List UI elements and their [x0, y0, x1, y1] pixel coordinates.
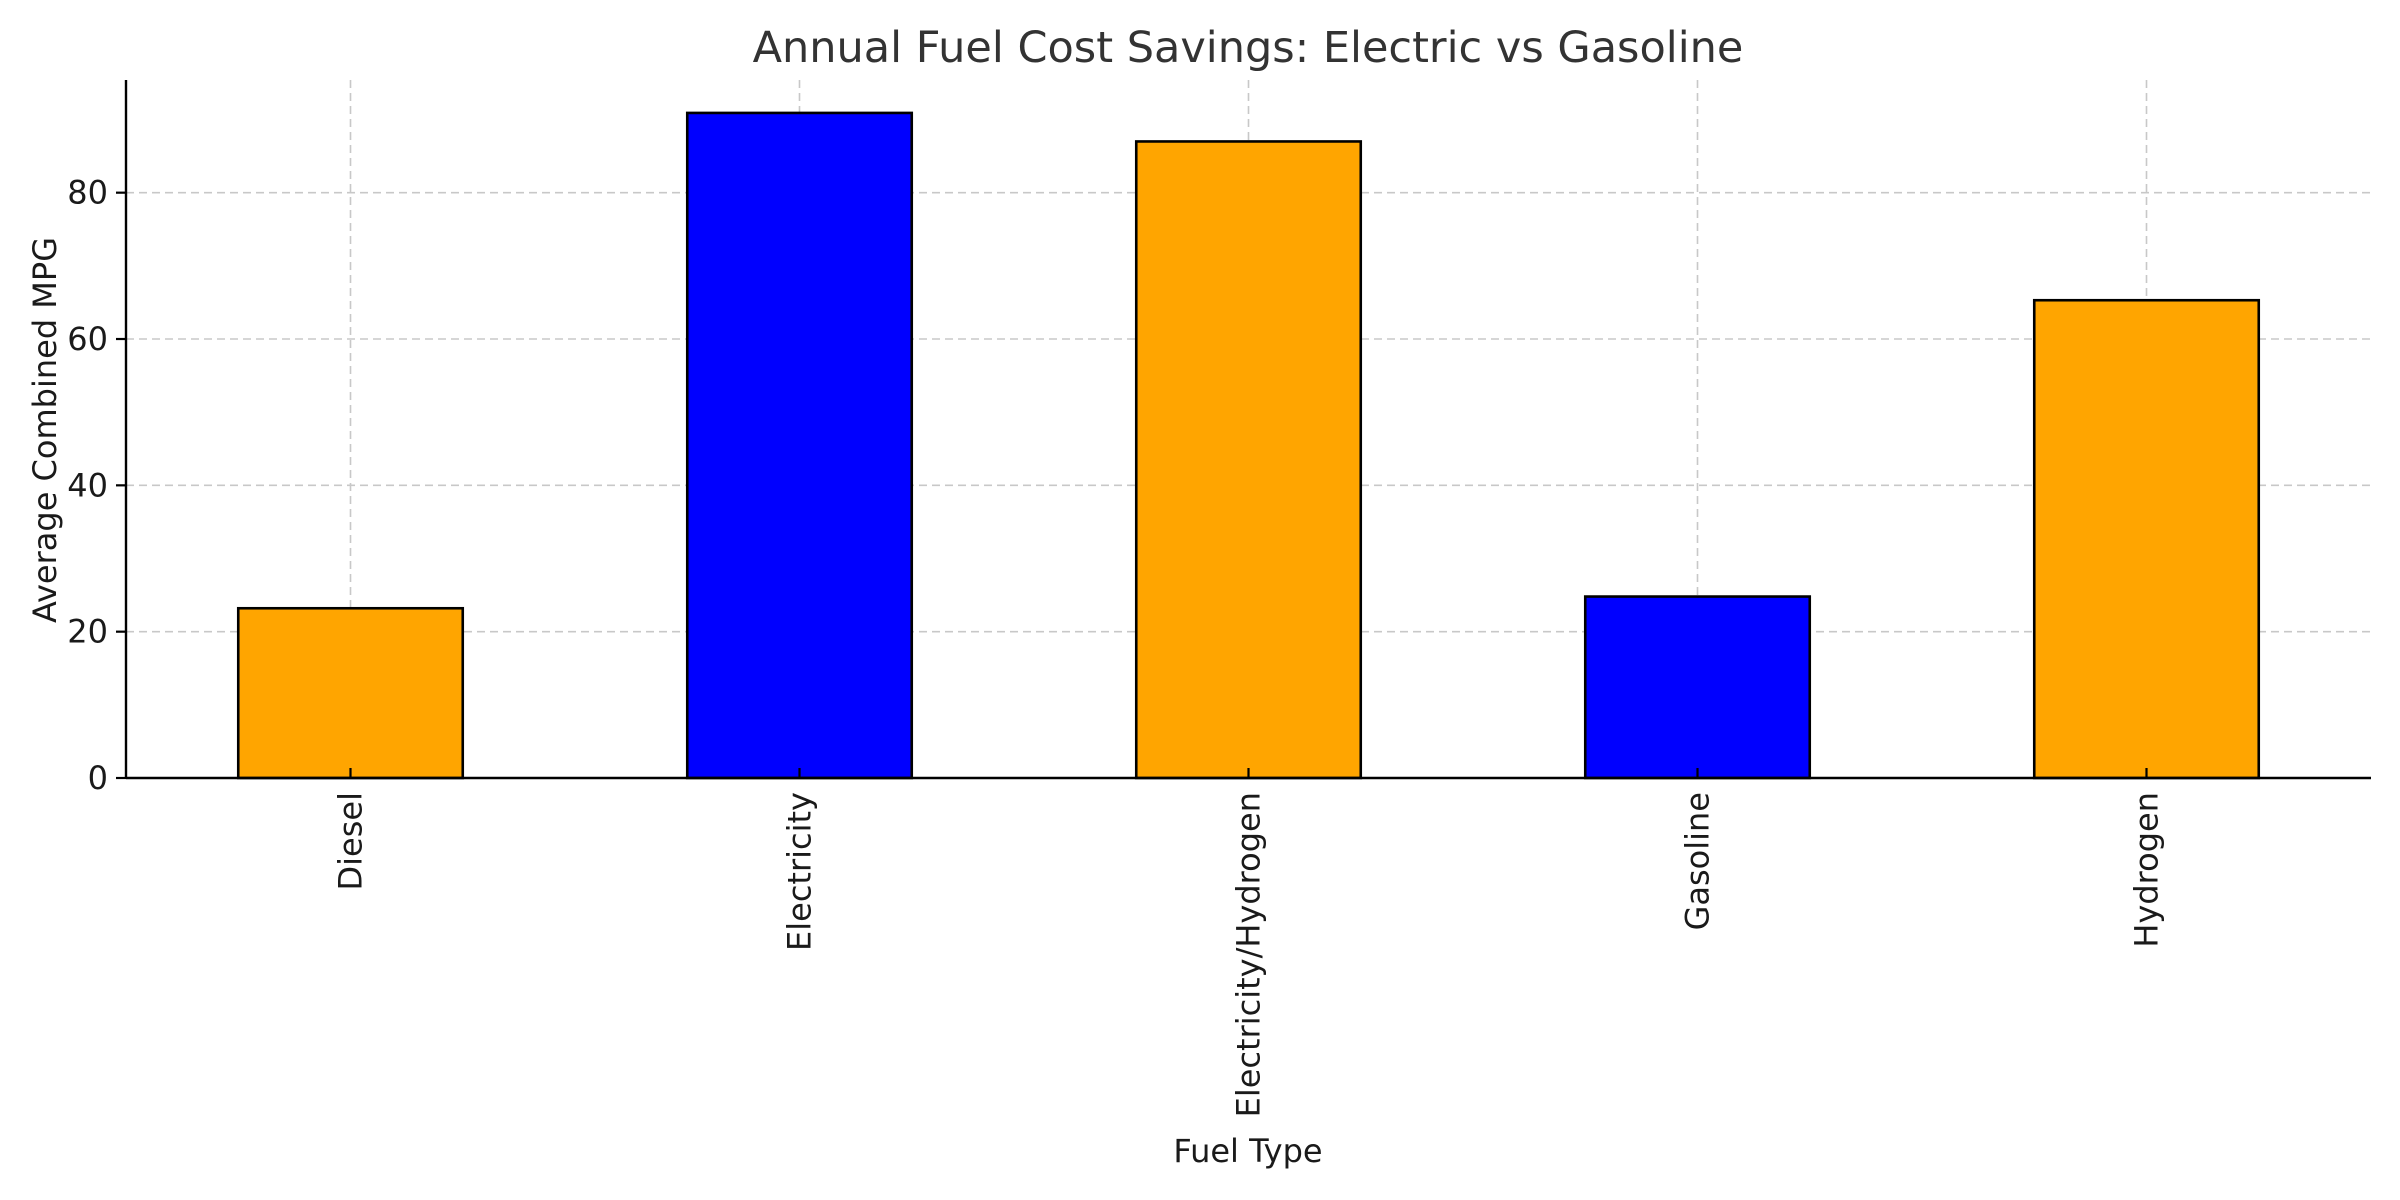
y-tick-label: 20: [67, 613, 108, 651]
y-tick-label: 40: [67, 466, 108, 504]
x-tick-label: Gasoline: [1679, 792, 1717, 930]
x-tick-label: Electricity/Hydrogen: [1230, 792, 1268, 1117]
x-tick-label: Electricity: [781, 792, 819, 951]
bar-electricity-hydrogen: [1134, 140, 1363, 780]
bar-gasoline: [1583, 595, 1812, 780]
x-axis-ticks: Diesel Electricity Electricity/Hydrogen Gas…: [332, 768, 2166, 1117]
bar-hydrogen: [2032, 298, 2261, 780]
bar-electricity: [685, 111, 914, 780]
x-tick-label: Diesel: [332, 792, 370, 890]
bar-diesel: [236, 606, 465, 780]
x-axis-label: Fuel Type: [1173, 1132, 1322, 1170]
chart-title: Annual Fuel Cost Savings: Electric vs Ga…: [753, 23, 1744, 73]
y-axis-label: Average Combined MPG: [26, 237, 64, 623]
x-tick-label: Hydrogen: [2128, 792, 2166, 948]
y-tick-label: 60: [67, 320, 108, 358]
y-tick-label: 80: [67, 174, 108, 212]
y-axis-ticks: 0 20 40 60 80: [67, 174, 126, 797]
y-tick-label: 0: [88, 759, 108, 797]
bars: [236, 111, 2261, 780]
